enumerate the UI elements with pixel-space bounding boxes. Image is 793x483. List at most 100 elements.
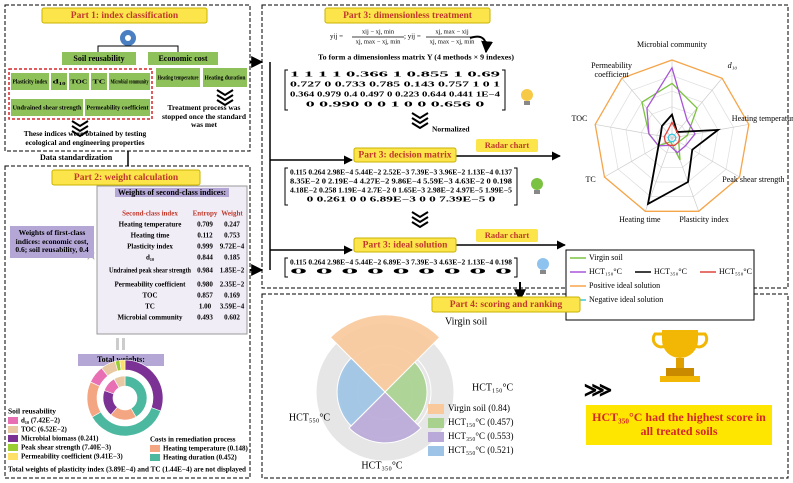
table-cell: 9.72E−4 bbox=[220, 243, 245, 251]
chevron bbox=[411, 211, 429, 219]
table-cell: 0.857 bbox=[197, 292, 213, 300]
formula: xj, max − xj, min bbox=[430, 38, 476, 45]
bracket bbox=[284, 257, 288, 278]
legend-swatch bbox=[150, 445, 160, 452]
wedge-label: HCT₃₅₀°C bbox=[361, 460, 402, 471]
chevron bbox=[411, 112, 429, 120]
legend-label: HCT₁₅₀°C (0.457) bbox=[448, 417, 514, 427]
index-label: d₁₀ bbox=[53, 78, 66, 85]
radar-axis bbox=[595, 124, 673, 139]
table-cell: 3.59E−4 bbox=[220, 303, 245, 311]
trophy-handles bbox=[651, 332, 709, 349]
tree-line bbox=[97, 45, 179, 52]
chevron bbox=[411, 117, 429, 125]
table-cell: 1.00 bbox=[199, 303, 212, 311]
radar-label: Radar chart bbox=[485, 140, 530, 150]
radar-label: Radar chart bbox=[485, 230, 530, 240]
bracket bbox=[284, 69, 288, 111]
chevron bbox=[71, 125, 89, 133]
table-cell: 0.112 bbox=[197, 232, 213, 240]
legend-title: Soil reusability bbox=[8, 407, 56, 416]
radar-axis-label: d₁₀ bbox=[727, 61, 738, 71]
table-cell: 1.85E−2 bbox=[220, 267, 245, 275]
conclusion-box: HCT₃₅₀°C had the highest score in all tr… bbox=[586, 405, 772, 445]
legend-label: Peak shear strength (7.40E−3) bbox=[21, 444, 112, 452]
index-label: Heating temperature bbox=[158, 74, 199, 81]
legend-swatch bbox=[8, 444, 18, 451]
table-cell: 0.753 bbox=[224, 232, 240, 240]
wedge-label: HCT₁₅₀°C bbox=[472, 382, 513, 393]
chevron bbox=[216, 94, 234, 102]
radar-axis-label: Heating temperature bbox=[731, 114, 793, 124]
matrix-row: 0.727 0 0.733 0.785 0.143 0.757 1 0 1 bbox=[290, 82, 501, 89]
rose-wedge bbox=[336, 357, 386, 427]
matrix-row: 0 0.990 0 0 1 0 0 0.656 0 bbox=[306, 102, 486, 109]
matrix-row: 0.364 0.979 0.4 0.497 0 0.223 0.644 0.44… bbox=[290, 92, 501, 99]
section-title: Part 3: ideal solution bbox=[363, 241, 448, 251]
radar-axis-label: Permeability coefficient bbox=[591, 61, 632, 80]
section-title: Part 1: index classification bbox=[71, 11, 179, 21]
formula: xij − xj, min bbox=[362, 28, 395, 35]
part3-panel bbox=[261, 4, 789, 289]
chevron bbox=[411, 216, 429, 224]
legend-swatch bbox=[8, 417, 18, 424]
table-cell: Undrained peak shear strength bbox=[109, 267, 191, 275]
radar-axis bbox=[671, 137, 700, 212]
legend-label: HCT₅₅₀°C bbox=[719, 267, 752, 276]
legend-label: TOC (6.52E−2) bbox=[21, 426, 68, 434]
index-box bbox=[203, 68, 247, 87]
index-label: Plasticity index bbox=[13, 78, 49, 85]
chevron bbox=[216, 99, 234, 107]
radar-axis bbox=[671, 137, 740, 178]
legend-title: Costs in remediation process bbox=[150, 436, 236, 444]
radar-axis-label: TOC bbox=[571, 114, 588, 124]
section-title: Part 3: decision matrix bbox=[358, 151, 451, 161]
legend-swatch bbox=[428, 446, 444, 456]
part4-panel bbox=[261, 293, 789, 479]
radar-grid bbox=[625, 90, 719, 183]
radar-axis-label: Plasticity index bbox=[679, 214, 729, 224]
matrix-row: 0 0.261 0 0 6.89E−3 0 0 7.39E−5 0 bbox=[307, 197, 497, 204]
legend-label: Heating duration (0.452) bbox=[163, 454, 237, 462]
legend-label: d₁₀ (7.42E−2) bbox=[21, 417, 61, 425]
title-pill bbox=[324, 7, 491, 24]
legend-label: Permeability coefficient (9.41E−3) bbox=[21, 453, 123, 461]
radar-axis bbox=[671, 124, 749, 139]
radar-series bbox=[641, 82, 698, 161]
wedge-label: HCT₅₅₀°C bbox=[289, 412, 330, 423]
radar-grid bbox=[656, 122, 688, 154]
legend-label: Negative ideal solution bbox=[589, 295, 663, 304]
table-cell: 0.984 bbox=[197, 267, 213, 275]
chevron bbox=[71, 130, 89, 138]
bracket bbox=[502, 69, 506, 111]
legend-swatch bbox=[8, 426, 18, 433]
bracket bbox=[284, 167, 288, 206]
radar-series bbox=[646, 66, 696, 154]
table-cell: 0.185 bbox=[224, 254, 240, 262]
table-cell: Microbial community bbox=[117, 314, 183, 322]
legend-label: HCT₅₅₀°C (0.521) bbox=[448, 445, 514, 455]
formula: xj, max − xj, min bbox=[356, 38, 402, 45]
trophy-stem bbox=[676, 358, 684, 368]
chevrons: ⋙ bbox=[584, 380, 612, 402]
index-label: Microbial community bbox=[111, 78, 149, 85]
table-cell: 0.844 bbox=[197, 254, 213, 262]
table-cell: 0.493 bbox=[197, 314, 213, 322]
table-header: Entropy bbox=[193, 210, 218, 218]
table-panel bbox=[96, 185, 248, 335]
index-box bbox=[109, 73, 150, 90]
wedge-label: Virgin soil bbox=[445, 316, 487, 327]
trophy-base bbox=[666, 368, 694, 376]
total-label: Total weights: bbox=[97, 355, 145, 364]
table-cell: 0.169 bbox=[224, 292, 240, 300]
bulb-icon bbox=[521, 89, 533, 101]
equals-bar bbox=[122, 338, 125, 350]
table-cell: Plasticity index bbox=[127, 243, 173, 251]
radar-axis-label: Peak shear strength bbox=[722, 175, 785, 184]
legend-label: Microbial biomass (0.241) bbox=[21, 435, 99, 443]
title-pill bbox=[353, 237, 457, 253]
donut-segment bbox=[86, 381, 102, 418]
bracket bbox=[514, 257, 518, 278]
gear-icon bbox=[125, 35, 131, 41]
